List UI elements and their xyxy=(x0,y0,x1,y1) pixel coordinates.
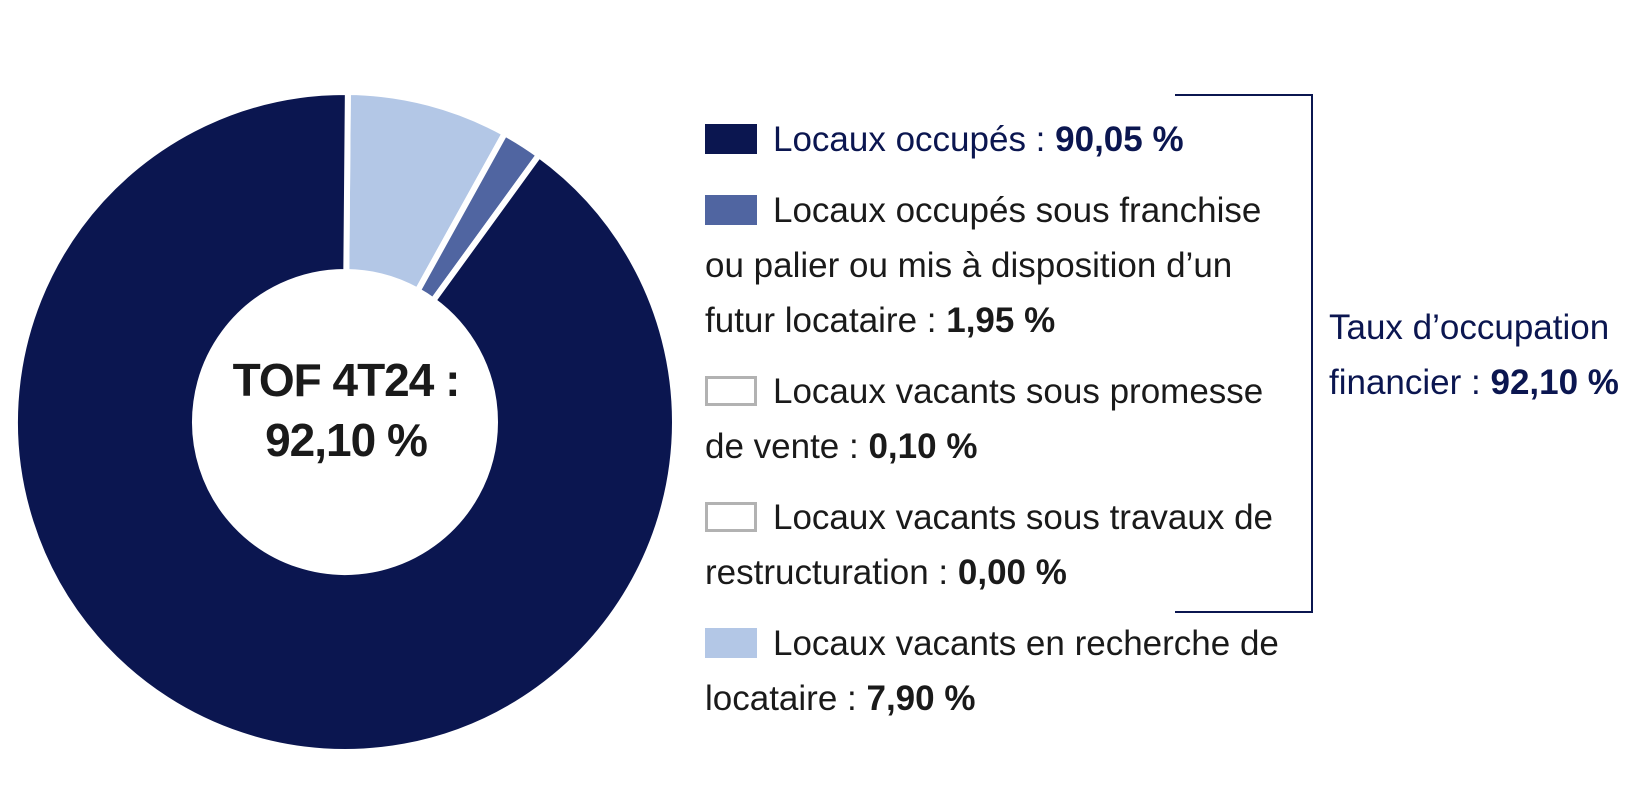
legend-label-promise: Locaux vacants sous promesse de vente : xyxy=(705,372,1264,466)
legend-item-searching: Locaux vacants en recherche de locataire… xyxy=(705,616,1295,726)
legend-swatch-franchise xyxy=(705,195,757,225)
center-label-line-1: TOF 4T24 : xyxy=(232,354,461,406)
legend-value-searching: 7,90 % xyxy=(866,679,976,718)
legend-label-franchise: Locaux occupés sous franchise ou palier … xyxy=(705,191,1262,340)
legend-item-works: Locaux vacants sous travaux de restructu… xyxy=(705,490,1295,600)
legend-item-promise: Locaux vacants sous promesse de vente : … xyxy=(705,364,1295,474)
donut-chart xyxy=(12,88,678,755)
legend-item-occupied: Locaux occupés : 90,05 % xyxy=(705,112,1295,167)
legend-value-promise: 0,10 % xyxy=(868,427,978,466)
donut-center-label: TOF 4T24 : 92,10 % xyxy=(196,350,496,470)
legend-value-franchise: 1,95 % xyxy=(946,301,1056,340)
occupancy-bracket xyxy=(1175,94,1313,613)
legend-label-occupied: Locaux occupés : xyxy=(773,120,1046,159)
chart-legend: Locaux occupés : 90,05 % Locaux occupés … xyxy=(705,112,1295,742)
legend-swatch-promise xyxy=(705,376,757,406)
total-value: 92,10 % xyxy=(1490,363,1619,402)
legend-swatch-works xyxy=(705,502,757,532)
legend-item-franchise: Locaux occupés sous franchise ou palier … xyxy=(705,183,1295,348)
legend-swatch-occupied xyxy=(705,124,757,154)
legend-value-occupied: 90,05 % xyxy=(1055,120,1184,159)
legend-label-searching: Locaux vacants en recherche de locataire… xyxy=(705,624,1279,718)
donut-slice-occupied xyxy=(12,89,678,755)
total-label: Taux d’occupation financier : xyxy=(1329,308,1610,402)
legend-swatch-searching xyxy=(705,628,757,658)
center-label-line-2: 92,10 % xyxy=(265,414,428,466)
legend-value-works: 0,00 % xyxy=(957,553,1067,592)
legend-label-works: Locaux vacants sous travaux de restructu… xyxy=(705,498,1274,592)
financial-occupancy-total: Taux d’occupation financier : 92,10 % xyxy=(1329,300,1639,410)
